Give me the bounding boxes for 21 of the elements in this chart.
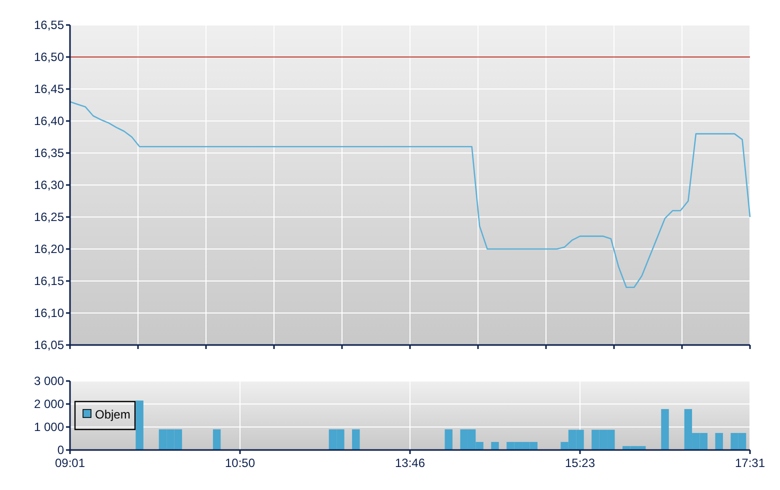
- y-tick-label: 16,25: [34, 210, 64, 224]
- x-tick-label: 17:31: [734, 456, 766, 470]
- y-tick-label: 16,05: [34, 338, 64, 352]
- y-tick-label: 16,35: [34, 146, 64, 160]
- y-tick-label: 0: [57, 443, 64, 457]
- y-tick-label: 2 000: [34, 397, 64, 411]
- y-tick-label: 1 000: [34, 420, 64, 434]
- y-tick-label: 16,30: [34, 178, 64, 192]
- y-tick-label: 16,45: [34, 82, 64, 96]
- x-tick-label: 10:50: [224, 456, 256, 470]
- x-tick-label: 15:23: [564, 456, 596, 470]
- y-tick-label: 16,50: [34, 50, 64, 64]
- x-tick-label: 13:46: [394, 456, 426, 470]
- y-tick-label: 16,55: [34, 18, 64, 32]
- y-tick-label: 16,40: [34, 114, 64, 128]
- y-tick-label: 16,20: [34, 242, 64, 256]
- y-tick-label: 16,15: [34, 274, 64, 288]
- y-tick-label: 3 000: [34, 374, 64, 388]
- y-tick-label: 16,10: [34, 306, 64, 320]
- x-tick-label: 09:01: [54, 456, 86, 470]
- series-label: Objem: [95, 408, 130, 422]
